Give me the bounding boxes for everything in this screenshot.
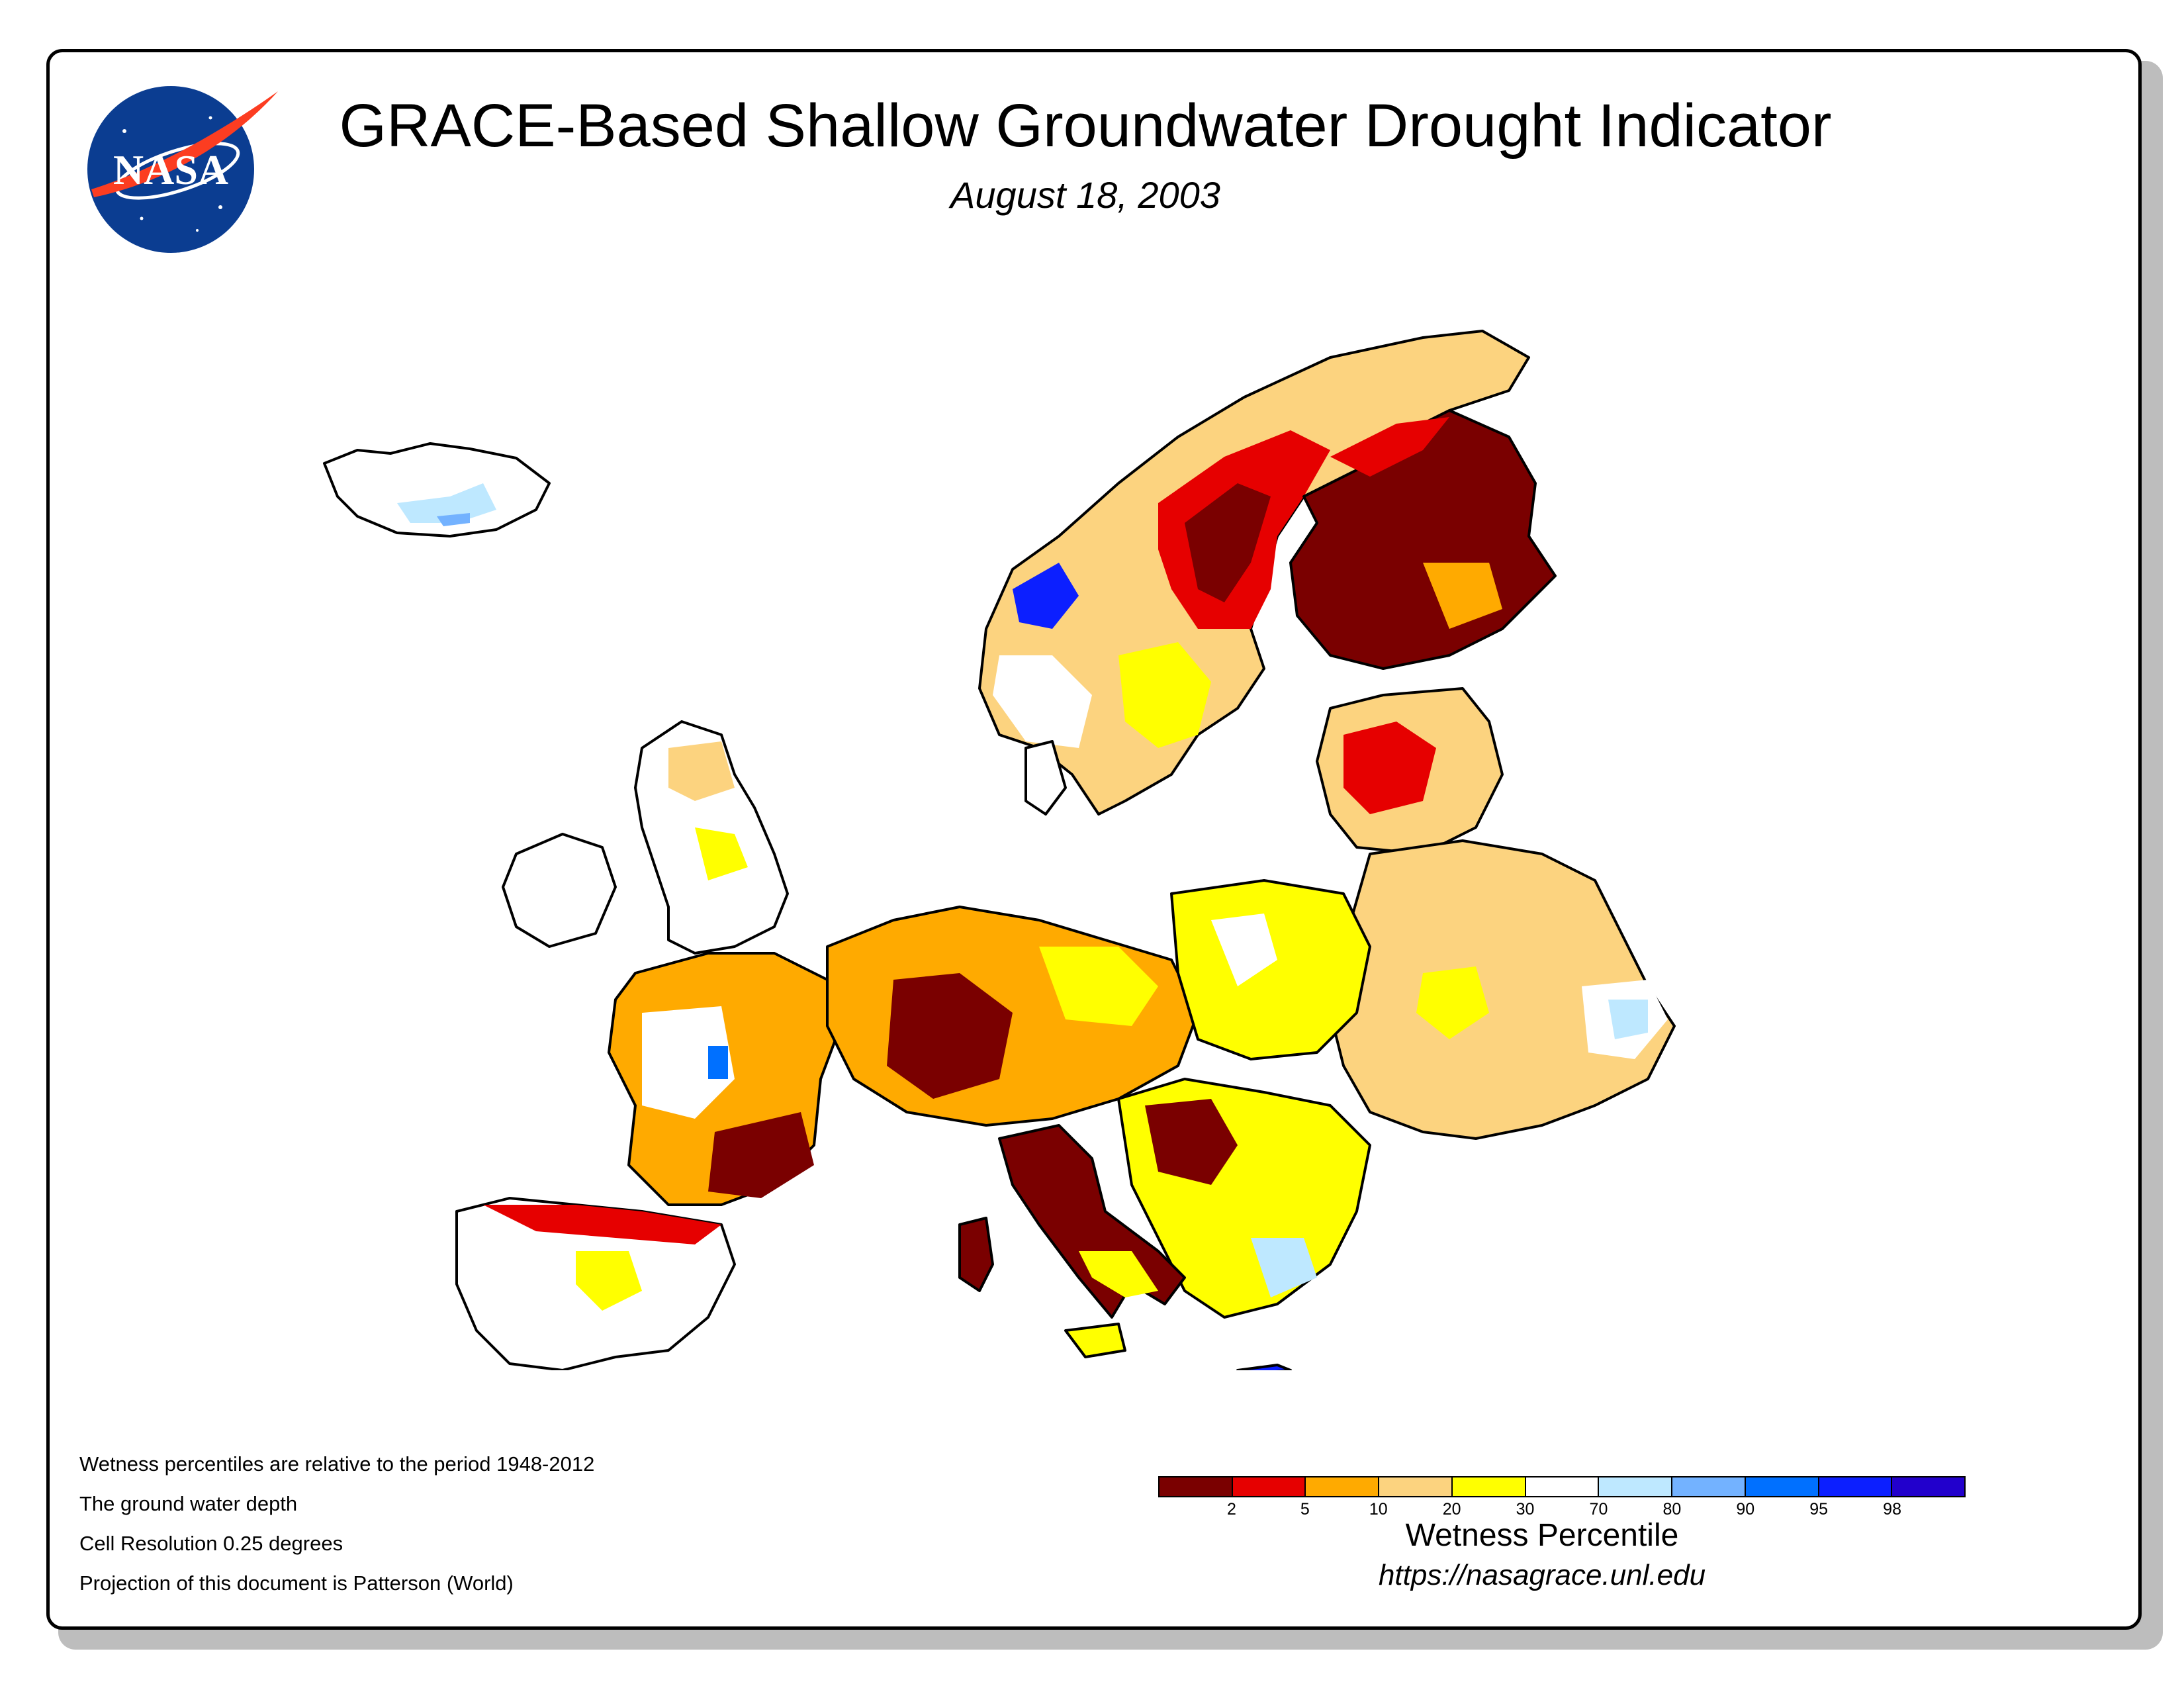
- nasa-logo-icon: NASA: [87, 86, 278, 253]
- legend-tick-label: 10: [1369, 1500, 1388, 1519]
- legend-swatch: [1672, 1477, 1746, 1496]
- legend-tick-label: 30: [1516, 1500, 1535, 1519]
- map-notes: Wetness percentiles are relative to the …: [79, 1444, 594, 1603]
- denmark: [1024, 740, 1067, 816]
- legend-swatch: [1819, 1477, 1893, 1496]
- legend-color-bar: [1158, 1476, 1966, 1497]
- map-frame: [46, 49, 2142, 1630]
- sardinia: [958, 1217, 994, 1292]
- note-projection: Projection of this document is Patterson…: [79, 1571, 514, 1595]
- iceland: [323, 442, 551, 538]
- legend-swatch: [1525, 1477, 1600, 1496]
- legend-tick-label: 98: [1883, 1500, 1901, 1519]
- legend-swatch: [1379, 1477, 1453, 1496]
- legend-tick-label: 20: [1442, 1500, 1461, 1519]
- crete: [1236, 1364, 1292, 1370]
- wetness-legend: 2 5 10 20 30 70 80 90 95 98 Wetness Percentile ht…: [1158, 1476, 1966, 1592]
- legend-swatch: [1160, 1477, 1233, 1496]
- note-resolution: Cell Resolution 0.25 degrees: [79, 1532, 343, 1555]
- legend-swatch: [1599, 1477, 1673, 1496]
- legend-tick-label: 5: [1300, 1500, 1310, 1519]
- legend-ticks: 2 5 10 20 30 70 80 90 95 98: [1158, 1497, 1966, 1520]
- legend-swatch: [1232, 1477, 1306, 1496]
- legend-tick-label: 70: [1589, 1500, 1608, 1519]
- note-depth: The ground water depth: [79, 1492, 298, 1515]
- legend-swatch: [1306, 1477, 1380, 1496]
- legend-tick-label: 2: [1226, 1500, 1236, 1519]
- page-title: GRACE-Based Shallow Groundwater Drought …: [339, 92, 1832, 160]
- legend-tick-label: 80: [1662, 1500, 1682, 1519]
- map-date: August 18, 2003: [950, 174, 1220, 216]
- legend-swatch: [1452, 1477, 1526, 1496]
- source-url[interactable]: https://nasagrace.unl.edu: [1378, 1559, 1706, 1591]
- note-percentile-period: Wetness percentiles are relative to the …: [79, 1452, 595, 1476]
- legend-tick-label: 95: [1809, 1500, 1829, 1519]
- legend-tick-label: 90: [1736, 1500, 1755, 1519]
- legend-title: Wetness Percentile: [1405, 1518, 1679, 1553]
- svg-text:NASA: NASA: [113, 146, 228, 193]
- europe-drought-map: [323, 330, 1676, 1370]
- eastern-europe: [1329, 839, 1676, 1140]
- sicily: [1064, 1323, 1126, 1358]
- ireland: [502, 833, 617, 948]
- legend-swatch: [1745, 1477, 1819, 1496]
- legend-swatch: [1892, 1477, 1965, 1496]
